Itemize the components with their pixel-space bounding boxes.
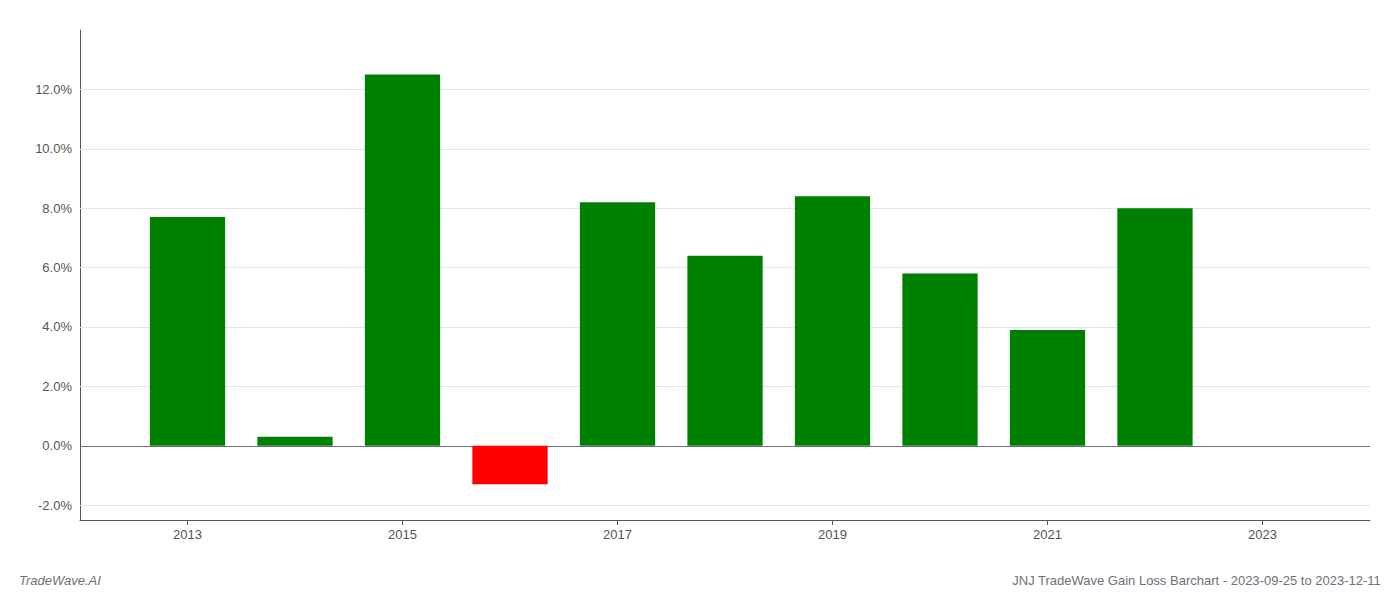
svg-text:-2.0%: -2.0% (38, 498, 72, 513)
svg-text:6.0%: 6.0% (42, 260, 72, 275)
svg-text:0.0%: 0.0% (42, 438, 72, 453)
svg-text:2019: 2019 (818, 527, 847, 542)
svg-text:2023: 2023 (1248, 527, 1277, 542)
svg-text:10.0%: 10.0% (35, 141, 72, 156)
svg-text:TradeWave.AI: TradeWave.AI (19, 573, 101, 588)
svg-text:4.0%: 4.0% (42, 319, 72, 334)
svg-text:2015: 2015 (388, 527, 417, 542)
svg-text:2017: 2017 (603, 527, 632, 542)
svg-text:2021: 2021 (1033, 527, 1062, 542)
svg-text:2013: 2013 (173, 527, 202, 542)
svg-text:2.0%: 2.0% (42, 379, 72, 394)
svg-text:12.0%: 12.0% (35, 82, 72, 97)
svg-text:8.0%: 8.0% (42, 201, 72, 216)
svg-text:JNJ TradeWave Gain Loss Barcha: JNJ TradeWave Gain Loss Barchart - 2023-… (1012, 573, 1381, 588)
